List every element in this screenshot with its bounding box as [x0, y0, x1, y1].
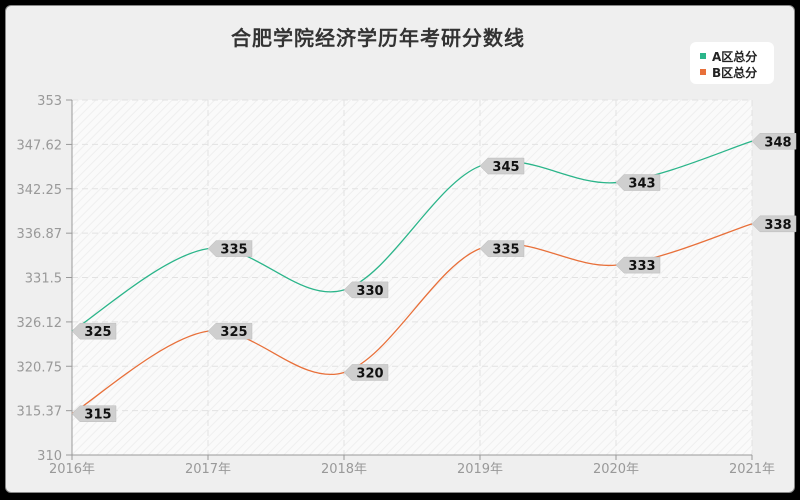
chart-title: 合肥学院经济学历年考研分数线: [231, 26, 525, 50]
data-label: 320: [343, 364, 389, 381]
svg-text:325: 325: [84, 325, 111, 340]
y-tick-label: 331.5: [25, 272, 62, 287]
y-tick-label: 342.25: [17, 183, 63, 198]
legend-label-a: A区总分: [712, 50, 758, 64]
data-label: 345: [479, 157, 525, 175]
data-labels: 325 335 330 345 343 348 315 325 320 335 333 338: [71, 133, 797, 423]
y-tick-label: 315.37: [17, 405, 63, 420]
svg-text:343: 343: [628, 177, 655, 192]
axes: 310 315.37 320.75 326.12 331.5 336.87 342.25 34…: [17, 94, 776, 477]
legend-item-a[interactable]: A区总分: [700, 48, 757, 65]
svg-text:335: 335: [220, 243, 247, 258]
legend: A区总分 B区总分: [690, 42, 774, 84]
data-label: 335: [207, 240, 253, 258]
gridlines: [72, 99, 753, 455]
svg-text:335: 335: [492, 243, 519, 258]
y-tick-label: 320.75: [17, 360, 63, 375]
svg-text:320: 320: [356, 366, 383, 381]
y-tick-label: 347.62: [17, 138, 63, 153]
data-label: 325: [207, 322, 253, 340]
y-tick-label: 336.87: [17, 227, 63, 242]
x-tick-label: 2020年: [593, 462, 639, 477]
legend-swatch-a-icon: [700, 53, 706, 59]
data-label: 330: [343, 281, 389, 299]
svg-text:315: 315: [84, 408, 111, 423]
x-tick-label: 2021年: [729, 462, 775, 477]
svg-text:348: 348: [764, 135, 791, 150]
data-label: 335: [479, 240, 525, 258]
x-tick-label: 2016年: [49, 462, 95, 477]
data-label: 333: [615, 256, 661, 274]
y-tick-label: 353: [37, 94, 62, 109]
svg-text:325: 325: [220, 325, 247, 340]
x-tick-label: 2018年: [321, 462, 367, 477]
legend-item-b[interactable]: B区总分: [700, 64, 757, 81]
data-label: 343: [615, 174, 661, 192]
data-label: 325: [71, 322, 117, 340]
data-label: 338: [751, 215, 797, 233]
data-label: 348: [751, 133, 797, 150]
y-tick-label: 326.12: [17, 316, 63, 331]
legend-swatch-b-icon: [700, 69, 706, 75]
svg-text:330: 330: [356, 284, 383, 299]
svg-text:345: 345: [492, 160, 519, 175]
svg-text:338: 338: [764, 218, 791, 233]
svg-text:333: 333: [628, 259, 655, 274]
legend-label-b: B区总分: [712, 66, 758, 80]
x-tick-label: 2017年: [185, 462, 231, 477]
y-tick-label: 310: [37, 449, 62, 464]
x-tick-label: 2019年: [457, 462, 503, 477]
data-label: 315: [71, 405, 117, 423]
